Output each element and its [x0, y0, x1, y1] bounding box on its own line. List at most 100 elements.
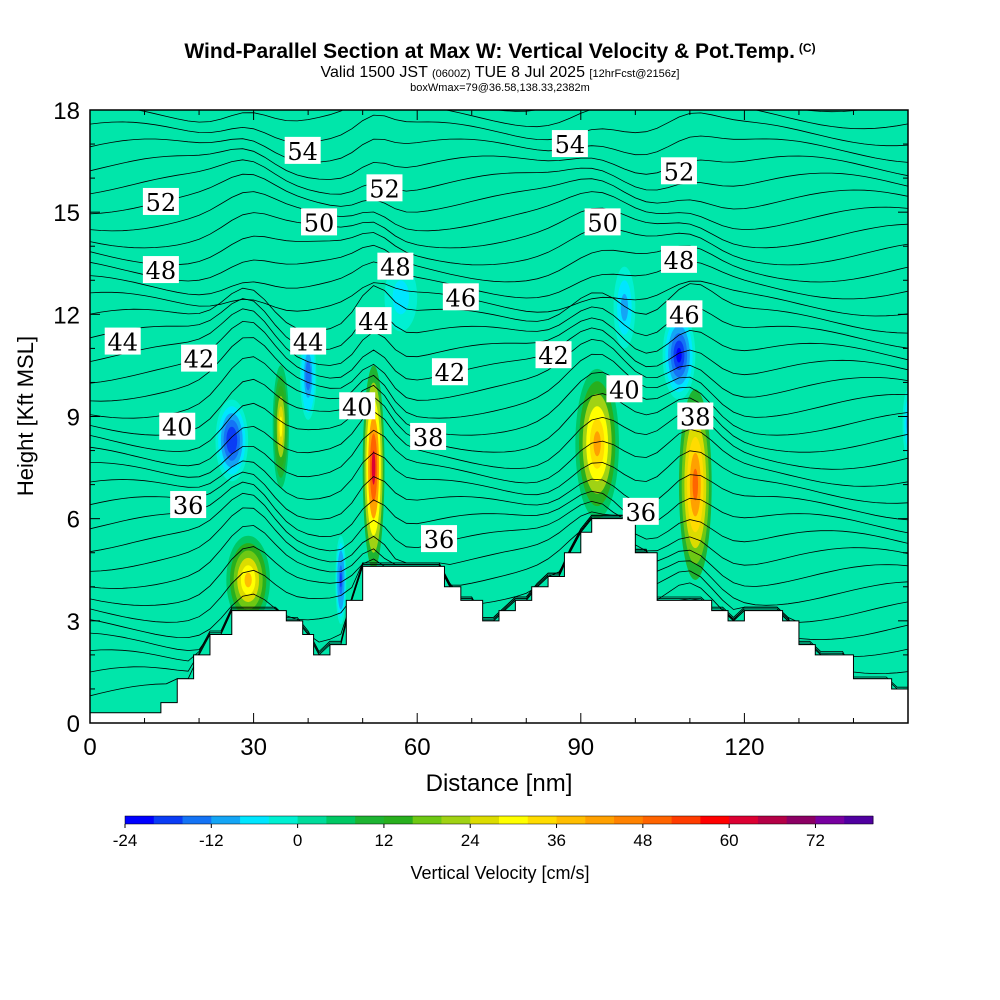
- theta-label-text: 36: [173, 492, 204, 520]
- w-cell: [613, 266, 636, 349]
- theta-label: 46: [442, 283, 479, 312]
- theta-contour: [90, 227, 908, 266]
- theta-label-bg: [622, 497, 659, 525]
- theta-contour: [90, 173, 908, 215]
- theta-contour: [90, 308, 908, 366]
- x-axis-title: Distance [nm]: [426, 770, 573, 797]
- w-cell-band: [622, 300, 627, 315]
- theta-label: 48: [660, 245, 697, 275]
- theta-contour: [90, 471, 908, 521]
- box-info: boxWmax=79@36.58,138.33,2382m: [410, 82, 590, 94]
- chart-subtitle: Valid 1500 JST (0600Z) TUE 8 Jul 2025 [1…: [0, 64, 1000, 83]
- colorbar-swatch: [585, 816, 615, 824]
- w-cell-band: [229, 433, 235, 448]
- theta-label-bg: [366, 174, 403, 202]
- colorbar-swatch: [125, 816, 155, 824]
- w-cell: [335, 535, 347, 625]
- theta-label-bg: [666, 300, 703, 328]
- y-axis-title: Height [Kft MSL]: [13, 336, 38, 496]
- theta-contour: [90, 298, 908, 351]
- theta-label-text: 52: [146, 189, 177, 217]
- colorbar-tick-label: 12: [374, 831, 393, 850]
- theta-label-text: 46: [446, 284, 477, 312]
- theta-label-text: 50: [304, 209, 335, 237]
- theta-label-text: 54: [287, 138, 318, 166]
- theta-label-bg: [142, 187, 179, 215]
- title-block: Wind-Parallel Section at Max W: Vertical…: [0, 36, 1000, 94]
- theta-label: 52: [660, 157, 697, 186]
- theta-label-text: 36: [626, 499, 657, 527]
- colorbar-swatch: [268, 816, 299, 824]
- x-axis: 0 30 60 90 120: [83, 110, 909, 761]
- theta-label: 52: [366, 174, 403, 203]
- theta-label: 40: [159, 412, 196, 442]
- colorbar-swatch: [556, 816, 586, 824]
- colorbar-swatch: [153, 816, 184, 824]
- theta-label-bg: [660, 157, 697, 185]
- theta-contour: [90, 492, 908, 553]
- theta-label: 46: [666, 300, 703, 329]
- theta-label: 48: [377, 252, 414, 282]
- theta-contour: [90, 280, 908, 317]
- theta-label-bg: [159, 412, 196, 440]
- w-cell: [299, 331, 317, 420]
- theta-label-bg: [535, 341, 572, 369]
- theta-contour: [90, 191, 908, 232]
- theta-label-bg: [142, 256, 179, 284]
- theta-label: 40: [606, 375, 643, 404]
- theta-label: 54: [284, 136, 321, 166]
- w-cell: [215, 399, 249, 482]
- theta-contour: [90, 159, 908, 195]
- theta-label: 50: [301, 208, 338, 237]
- theta-label: 36: [170, 491, 207, 520]
- colorbar-swatch: [499, 816, 529, 824]
- theta-contour: [90, 518, 908, 606]
- theta-label-bg: [421, 525, 458, 553]
- y-tick-label: 0: [67, 711, 80, 738]
- theta-label-bg: [551, 130, 588, 158]
- theta-label-text: 42: [538, 342, 569, 370]
- theta-label: 36: [421, 525, 458, 554]
- theta-labels: 54 54 52 52 52 50 50 48 48 48 46 46 44 44 44 42 42 42 40 40…: [104, 130, 714, 554]
- colorbar-tick-label: -12: [199, 831, 224, 850]
- theta-contour: [90, 207, 908, 249]
- theta-label-bg: [284, 136, 321, 164]
- colorbar-swatch: [383, 816, 414, 824]
- theta-label-bg: [677, 402, 714, 430]
- colorbar-tick-label: 60: [720, 831, 739, 850]
- theta-contour: [90, 135, 908, 163]
- theta-label: 50: [584, 208, 621, 237]
- theta-contour: [90, 516, 908, 589]
- colorbar-swatch: [240, 816, 270, 824]
- colorbar-swatch: [182, 816, 212, 824]
- y-tick-label: 6: [67, 507, 80, 534]
- theta-label: 44: [290, 327, 327, 357]
- theta-label-bg: [301, 208, 338, 236]
- theta-label-text: 40: [609, 376, 640, 404]
- colorbar-tick-label: 72: [806, 831, 825, 850]
- colorbar-swatch: [470, 816, 500, 824]
- theta-contour: [90, 283, 908, 334]
- theta-label: 42: [535, 341, 572, 370]
- chart-title-text: Wind-Parallel Section at Max W: Vertical…: [184, 40, 795, 63]
- colorbar-swatch: [355, 816, 385, 824]
- theta-contour: [90, 112, 908, 147]
- w-cell-band: [371, 450, 376, 485]
- theta-label-text: 52: [664, 158, 695, 186]
- valid-utc: (0600Z): [432, 68, 471, 80]
- theta-label: 38: [677, 402, 714, 432]
- theta-contour: [494, 110, 862, 113]
- theta-contour: [90, 393, 908, 453]
- w-cell-band: [692, 468, 699, 501]
- theta-label: 44: [355, 307, 392, 336]
- theta-label: 54: [551, 130, 588, 159]
- w-cell-band: [339, 572, 342, 588]
- theta-label: 38: [410, 422, 447, 452]
- colorbar-swatch: [211, 816, 241, 824]
- theta-label-text: 48: [146, 257, 177, 285]
- w-cell-band: [398, 291, 404, 303]
- w-cell-band: [676, 347, 682, 363]
- theta-label-text: 44: [293, 329, 324, 357]
